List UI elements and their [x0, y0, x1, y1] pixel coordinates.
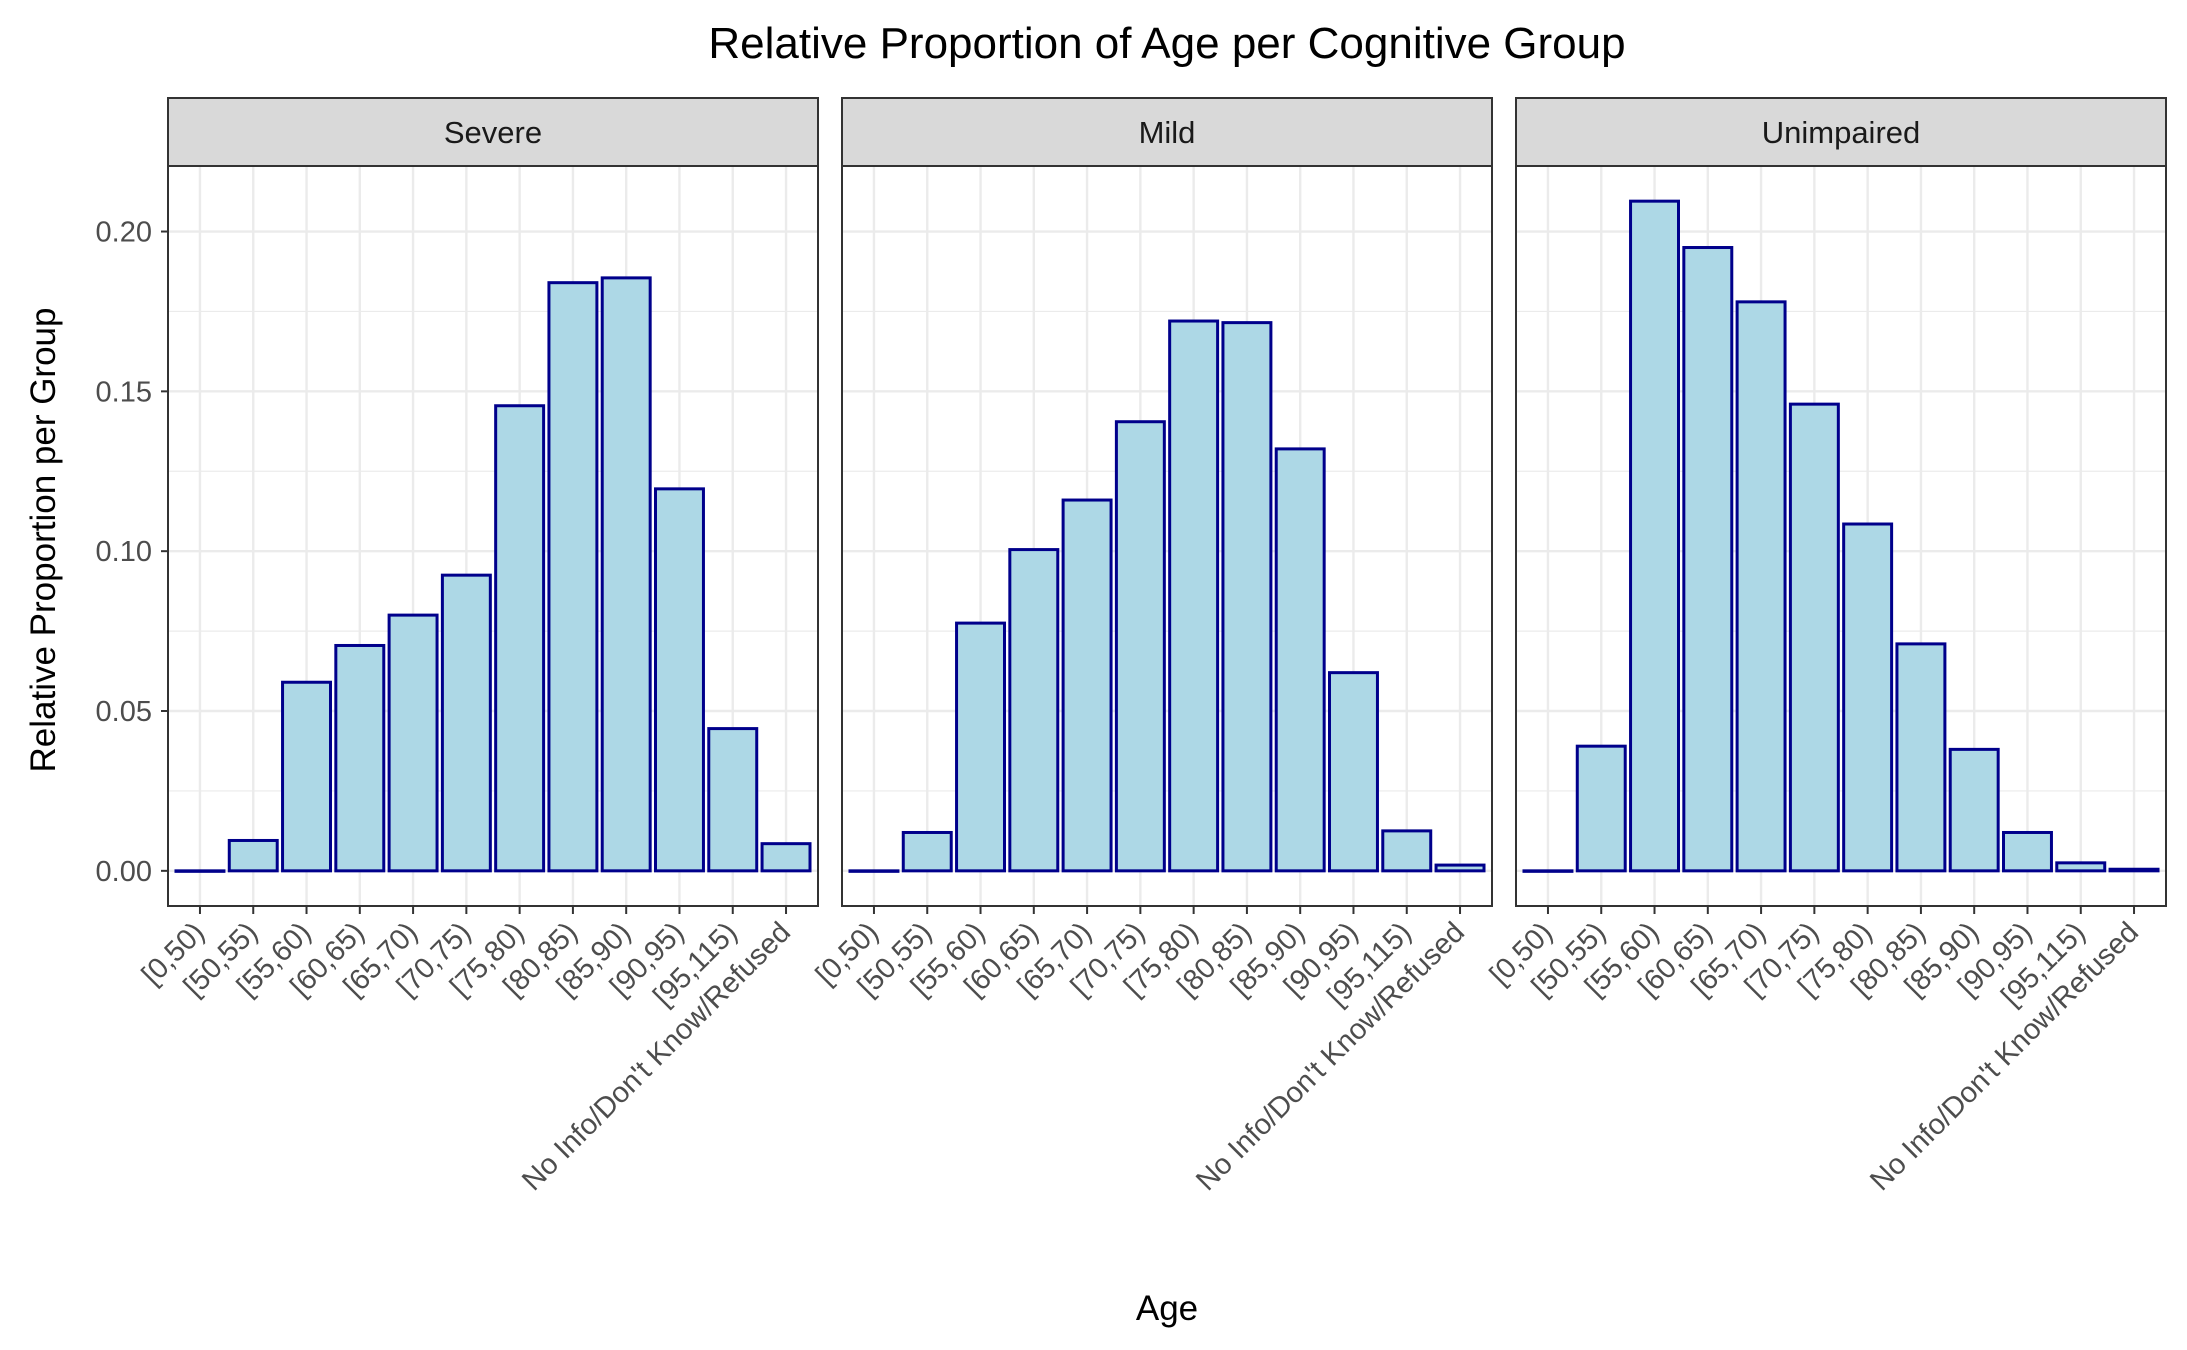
facet-strip [167, 97, 819, 167]
bar [901, 830, 953, 873]
y-tick-label: 0.10 [96, 536, 152, 568]
bar [1682, 246, 1734, 873]
bar [334, 643, 386, 873]
bar [1434, 863, 1486, 873]
bar [1008, 548, 1060, 873]
panel-severe: Severe[0,50)[50,55)[55,60)[60,65)[65,70)… [136, 97, 819, 1197]
y-tick-label: 0.00 [96, 856, 152, 888]
x-axis-label: Age [1136, 1289, 1198, 1328]
bar [2055, 861, 2107, 873]
bar [494, 404, 546, 873]
chart-title: Relative Proportion of Age per Cognitive… [708, 19, 1625, 68]
bar [600, 276, 652, 873]
bar [1168, 319, 1220, 873]
bar [2108, 867, 2160, 873]
facet-strip [841, 97, 1493, 167]
bar [1788, 402, 1840, 873]
bar [1895, 642, 1947, 873]
bar [2002, 830, 2053, 873]
panel-border [167, 165, 819, 907]
bar [654, 487, 705, 873]
bar [1328, 671, 1379, 873]
bar [227, 838, 279, 873]
bar [387, 613, 439, 873]
bar [1381, 829, 1433, 873]
y-axis-label: Relative Proportion per Group [24, 308, 63, 773]
bar [174, 869, 226, 873]
plot-area [842, 166, 1492, 906]
bar [1735, 300, 1787, 873]
bar [707, 727, 759, 873]
bar [1274, 447, 1326, 873]
bar [440, 573, 492, 873]
bar [1221, 321, 1273, 873]
facet-strip-label: Severe [444, 115, 542, 150]
bar [1575, 744, 1627, 873]
panel-mild: Mild[0,50)[50,55)[55,60)[60,65)[65,70)[7… [810, 97, 1493, 1197]
y-tick-label: 0.05 [96, 696, 152, 728]
panel-unimpaired: Unimpaired[0,50)[50,55)[55,60)[60,65)[65… [1484, 97, 2167, 1197]
bar [1842, 522, 1894, 873]
bar [955, 621, 1007, 873]
panel-border [841, 165, 1493, 907]
bar [848, 869, 900, 873]
y-tick-label: 0.15 [96, 376, 152, 408]
bar [547, 281, 599, 873]
bar [281, 680, 333, 873]
bar [1061, 498, 1113, 873]
facet-panels: 0.00 0.05 0.10 0.15 0.20Severe[0,50)[50,55)[… [96, 97, 2167, 1197]
facet-strip-label: Unimpaired [1762, 115, 1921, 150]
bar [1522, 869, 1574, 873]
bar [1629, 199, 1681, 873]
bar [1114, 420, 1166, 873]
y-tick-label: 0.20 [96, 217, 152, 249]
bar [760, 842, 812, 873]
facet-strip-label: Mild [1139, 115, 1196, 150]
bar [1948, 747, 2000, 873]
panel-border [1515, 165, 2167, 907]
